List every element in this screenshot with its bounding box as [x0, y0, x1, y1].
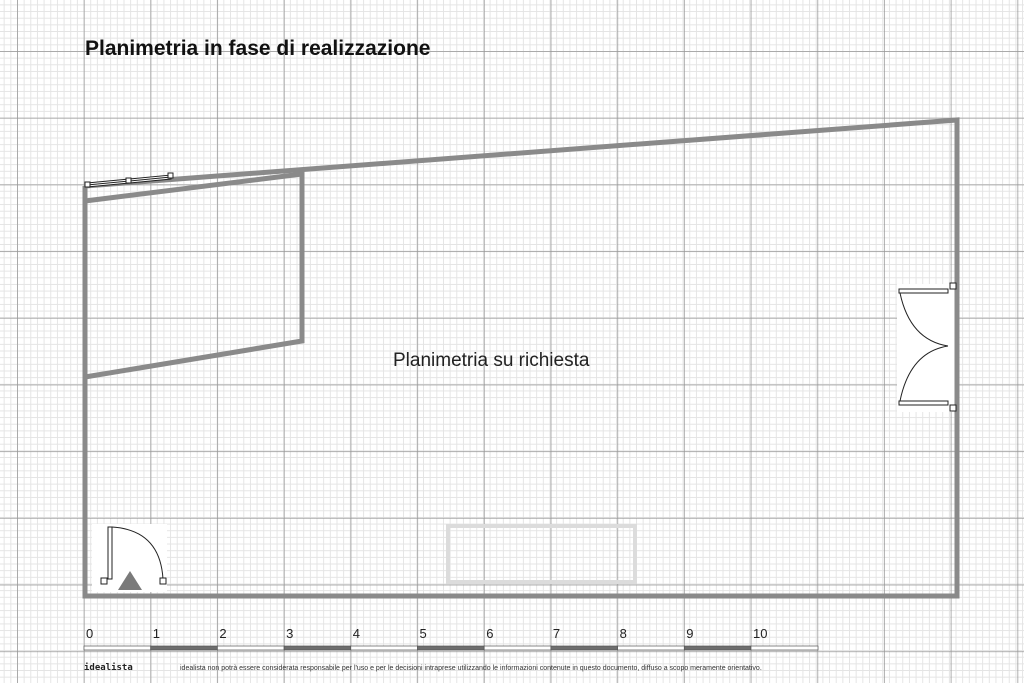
floor-plan-placeholder-label: Planimetria su richiesta	[393, 350, 590, 371]
scale-tick-label: 9	[686, 626, 694, 641]
entrance-door-icon	[100, 526, 167, 585]
scale-tick-label: 0	[86, 626, 94, 641]
scale-tick-label: 5	[419, 626, 427, 641]
scale-bar-segment	[217, 645, 285, 651]
scale-bar-segment	[283, 645, 352, 651]
double-door-icon	[898, 282, 957, 412]
scale-tick-label: 2	[219, 626, 227, 641]
inner-room-wall	[84, 171, 305, 380]
disclaimer-text: idealista non potrà essere considerata r…	[180, 665, 762, 672]
entrance-arrow-icon	[118, 571, 142, 590]
scale-bar-segment	[417, 645, 485, 651]
scale-tick-label: 4	[352, 626, 361, 641]
scale-tick-label: 7	[552, 626, 561, 641]
scale-tick-label: 8	[619, 626, 627, 641]
scale-bar-segment	[750, 645, 819, 651]
outer-wall	[82, 117, 960, 599]
scale-bar-segment	[483, 645, 552, 651]
scale-bar-segment	[683, 645, 752, 651]
page-title: Planimetria in fase di realizzazione	[85, 37, 431, 60]
scale-tick-label: 1	[152, 626, 160, 641]
furniture-outline	[446, 524, 637, 584]
scale-bar-segment	[617, 645, 685, 651]
scale-bar-segment	[550, 645, 618, 651]
scale-bar-segment	[83, 645, 152, 651]
scale-bar	[83, 645, 819, 651]
scale-bar-segment	[150, 645, 218, 651]
scale-tick-label: 3	[286, 626, 294, 641]
scale-tick-label: 6	[486, 626, 494, 641]
brand-logo: idealista	[84, 663, 133, 673]
scale-tick-label: 10	[753, 626, 768, 641]
window-icon	[84, 172, 174, 188]
scale-bar-segment	[350, 645, 418, 651]
